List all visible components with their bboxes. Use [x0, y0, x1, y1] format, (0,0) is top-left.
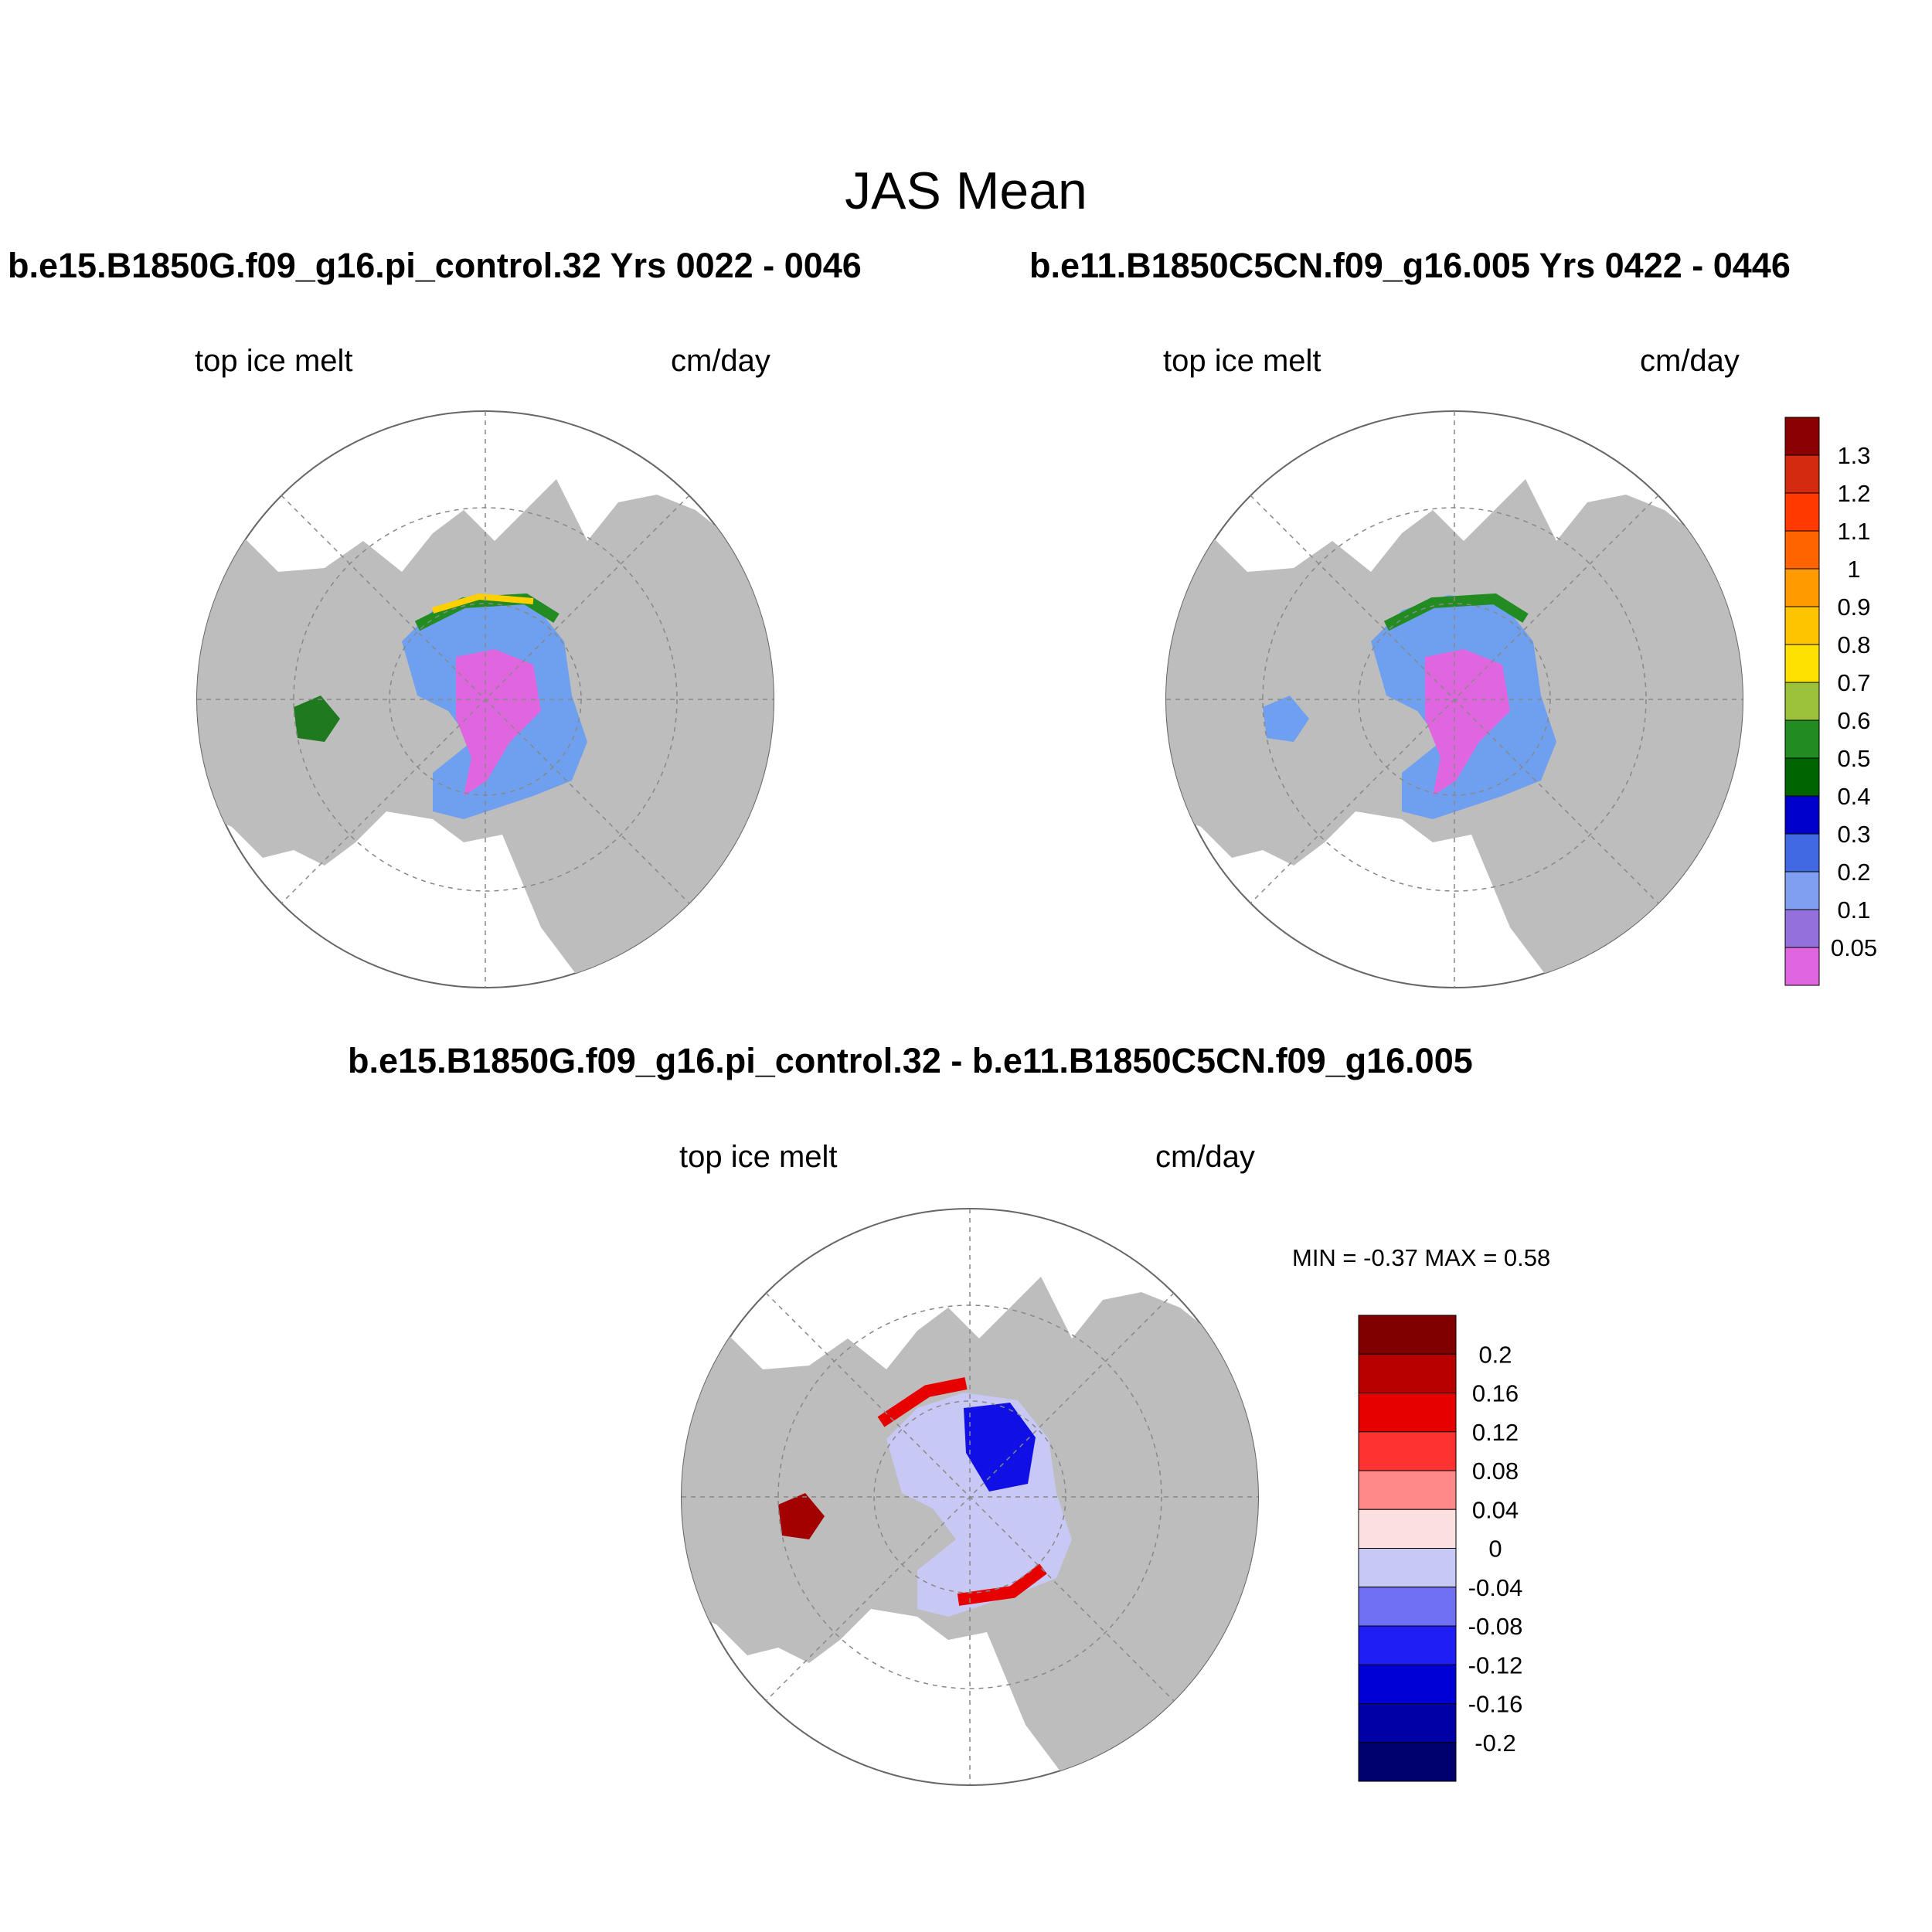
colorbar-main-tick-label: 0.9: [1837, 594, 1870, 621]
colorbar-main-tick-label: 0.05: [1831, 934, 1877, 961]
colorbar-main-swatch: [1784, 492, 1820, 532]
colorbar-main: 1.3 1.2 1.1 1 0.9 0.8 0.7 0.6 0.5 0.4 0.3 0.2 0.1 0.0…: [1784, 417, 1877, 986]
colorbar-diff-tick-label: -0.12: [1468, 1651, 1523, 1679]
colorbar-diff-tick-label: 0: [1488, 1536, 1502, 1563]
ice-edge-warm-case: [431, 593, 534, 614]
colorbar-main-tick-label: 0.3: [1837, 821, 1870, 848]
colorbar-main-swatch: [1784, 682, 1820, 721]
inner-ice-zone-control: [1425, 649, 1510, 796]
diff-negative-zone: [964, 1403, 1036, 1492]
colorbar-diff-swatch: [1358, 1625, 1457, 1665]
colorbar-diff-swatch: [1358, 1470, 1457, 1510]
units-label-case: cm/day: [671, 344, 770, 378]
hudson-bay-control: [1263, 696, 1309, 742]
colorbar-main-swatch: [1784, 417, 1820, 456]
panel-title-control: b.e11.B1850C5CN.f09_g16.005 Yrs 0422 - 0…: [1029, 246, 1791, 285]
colorbar-diff-swatch: [1358, 1548, 1457, 1588]
grid-case: [197, 411, 774, 988]
colorbar-diff-swatch: [1358, 1703, 1457, 1743]
grid-difference: [682, 1209, 1258, 1785]
colorbar-diff-swatch: [1358, 1393, 1457, 1433]
colorbar-diff-swatch: [1358, 1742, 1457, 1782]
colorbar-diff-tick-label: 0.12: [1472, 1419, 1519, 1446]
diff-positive-edge: [877, 1377, 1047, 1606]
colorbar-main-tick-label: 0.7: [1837, 669, 1870, 696]
map-control: [1165, 410, 1743, 988]
colorbar-main-swatch: [1784, 909, 1820, 948]
colorbar-main-swatch: [1784, 568, 1820, 607]
colorbar-diff-tick-label: -0.2: [1475, 1730, 1515, 1757]
colorbar-main-tick-label: 1.2: [1837, 480, 1870, 507]
colorbar-main-swatch: [1784, 644, 1820, 683]
hudson-bay-case: [294, 696, 340, 742]
units-label-difference: cm/day: [1155, 1140, 1255, 1174]
colorbar-diff-swatch: [1358, 1431, 1457, 1471]
colorbar-main-swatch: [1784, 833, 1820, 872]
colorbar-diff-tick-label: 0.04: [1472, 1496, 1519, 1523]
map-case: [196, 410, 774, 988]
figure-title: JAS Mean: [845, 162, 1087, 220]
colorbar-diff-tick-label: 0.16: [1472, 1380, 1519, 1407]
variable-label-difference: top ice melt: [679, 1140, 838, 1174]
colorbar-main-tick-label: 0.8: [1837, 631, 1870, 658]
map-difference: [681, 1208, 1259, 1786]
colorbar-main-tick-label: 0.2: [1837, 859, 1870, 886]
colorbar-main-swatch: [1784, 871, 1820, 910]
colorbar-main-swatch: [1784, 454, 1820, 494]
colorbar-main-swatch: [1784, 530, 1820, 570]
colorbar-diff-tick-label: -0.08: [1468, 1613, 1523, 1640]
variable-label-case: top ice melt: [195, 344, 353, 378]
ice-edge-control: [1383, 593, 1529, 631]
colorbar-main-tick-label: 0.6: [1837, 707, 1870, 734]
colorbar-diff-swatch: [1358, 1315, 1457, 1355]
colorbar-difference: 0.2 0.16 0.12 0.08 0.04 0 -0.04 -0.08 -0.12 -0.16…: [1358, 1315, 1523, 1782]
inner-ice-zone-case: [456, 649, 541, 796]
colorbar-main-tick-label: 1.3: [1837, 442, 1870, 469]
grid-control: [1166, 411, 1743, 988]
colorbar-diff-tick-label: 0.08: [1472, 1458, 1519, 1485]
diff-hudson-bay: [778, 1493, 825, 1539]
colorbar-diff-swatch: [1358, 1353, 1457, 1393]
panel-title-case: b.e15.B1850G.f09_g16.pi_control.32 Yrs 0…: [8, 246, 862, 285]
units-label-control: cm/day: [1640, 344, 1740, 378]
min-max-label: MIN = -0.37 MAX = 0.58: [1292, 1244, 1551, 1271]
colorbar-diff-swatch: [1358, 1664, 1457, 1704]
colorbar-main-swatch: [1784, 947, 1820, 986]
colorbar-main-swatch: [1784, 757, 1820, 797]
colorbar-diff-tick-label: -0.04: [1468, 1574, 1523, 1601]
colorbar-diff-tick-label: -0.16: [1468, 1691, 1523, 1718]
colorbar-main-swatch: [1784, 606, 1820, 645]
colorbar-diff-tick-label: 0.2: [1478, 1341, 1512, 1368]
colorbar-main-swatch: [1784, 795, 1820, 835]
variable-label-control: top ice melt: [1163, 344, 1321, 378]
colorbar-diff-swatch: [1358, 1509, 1457, 1549]
panel-title-difference: b.e15.B1850G.f09_g16.pi_control.32 - b.e…: [348, 1041, 1473, 1080]
colorbar-diff-swatch: [1358, 1587, 1457, 1627]
colorbar-main-swatch: [1784, 719, 1820, 759]
colorbar-main-tick-label: 0.5: [1837, 745, 1870, 772]
colorbar-main-tick-label: 0.1: [1837, 896, 1870, 923]
colorbar-main-tick-label: 0.4: [1837, 783, 1870, 810]
colorbar-main-tick-label: 1: [1847, 556, 1860, 583]
colorbar-main-tick-label: 1.1: [1837, 518, 1870, 545]
